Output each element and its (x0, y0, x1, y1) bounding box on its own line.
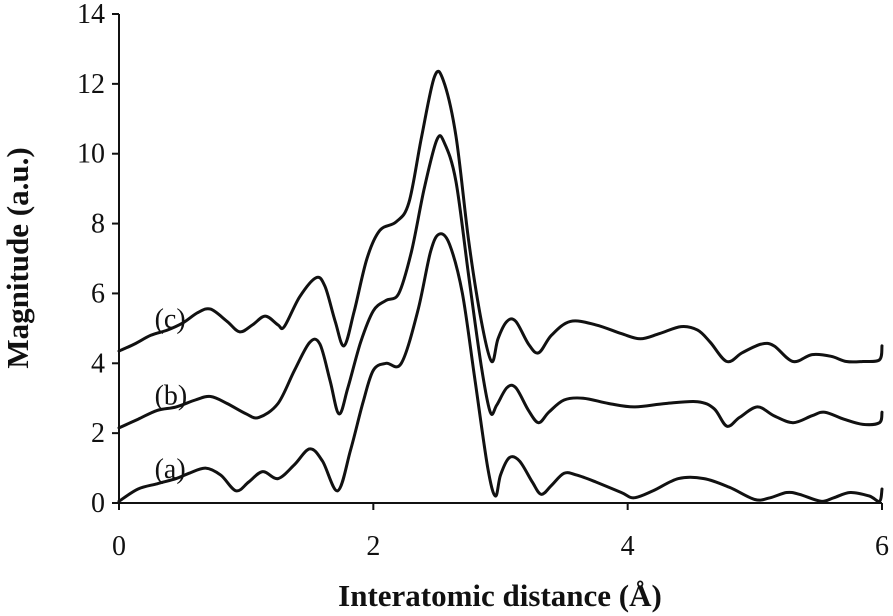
y-tick-label: 14 (77, 0, 105, 30)
series-labels: (a) (b) (c) (155, 304, 188, 485)
y-tick-label: 2 (91, 418, 105, 449)
series-group (117, 69, 884, 503)
ticks-group: 0 2 4 6 8 10 12 14 0 2 4 6 (77, 0, 889, 562)
y-axis-title: Magnitude (a.u.) (0, 147, 35, 368)
series-line-c (117, 69, 884, 364)
x-tick-label: 2 (366, 531, 380, 562)
y-tick-label: 4 (91, 348, 105, 379)
x-tick-label: 4 (621, 531, 635, 562)
y-tick-label: 12 (77, 69, 105, 100)
series-line-b (117, 134, 884, 430)
y-tick-label: 8 (91, 209, 105, 240)
x-axis-title: Interatomic distance (Å) (338, 578, 662, 613)
series-label-c: (c) (155, 304, 186, 335)
x-tick-label: 6 (875, 531, 889, 562)
series-line-a (117, 232, 884, 503)
series-label-a: (a) (155, 454, 186, 485)
y-tick-label: 0 (91, 488, 105, 519)
x-tick-label: 0 (112, 531, 126, 562)
y-tick-label: 10 (77, 139, 105, 170)
series-label-b: (b) (155, 381, 188, 412)
y-tick-label: 6 (91, 278, 105, 309)
axes-group (118, 14, 882, 504)
